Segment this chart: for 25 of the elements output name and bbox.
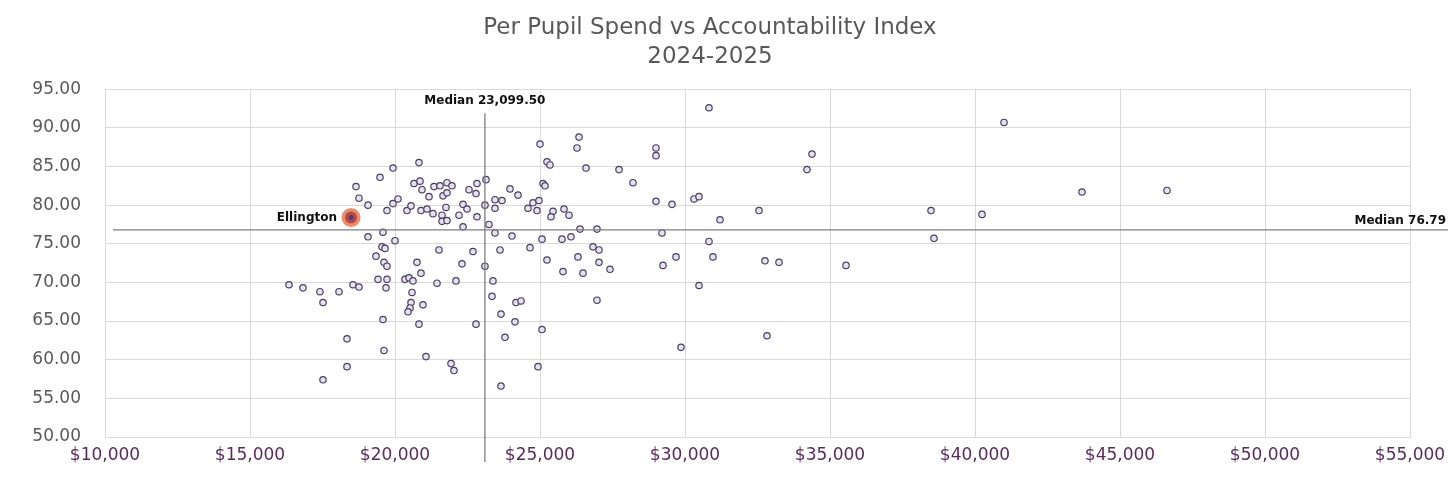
x-tick-label: $15,000 (214, 443, 286, 464)
y-tick-label: 70.00 (32, 270, 81, 291)
y-tick-label: 50.00 (32, 425, 81, 446)
ref-line-label: Median 23,099.50 (424, 93, 546, 108)
y-tick-label: 75.00 (32, 232, 81, 253)
x-tick-label: $45,000 (1084, 443, 1156, 464)
x-tick-label: $55,000 (1374, 443, 1446, 464)
y-tick-label: 85.00 (32, 154, 81, 175)
x-tick-label: $40,000 (939, 443, 1011, 464)
y-tick-label: 90.00 (32, 116, 81, 137)
y-tick-label: 55.00 (32, 386, 81, 407)
y-tick-label: 95.00 (32, 77, 81, 98)
ref-line-label: Median 76.79 (1354, 213, 1446, 228)
chart-subtitle: 2024-2025 (647, 42, 773, 69)
x-tick-label: $35,000 (794, 443, 866, 464)
chart-title: Per Pupil Spend vs Accountability Index (483, 12, 937, 39)
x-tick-label: $20,000 (359, 443, 431, 464)
y-tick-label: 60.00 (32, 348, 81, 369)
x-tick-label: $10,000 (69, 443, 141, 464)
y-tick-label: 65.00 (32, 309, 81, 330)
series-label: Ellington (276, 209, 338, 224)
x-tick-label: $30,000 (649, 443, 721, 464)
x-tick-label: $25,000 (504, 443, 576, 464)
y-tick-label: 80.00 (32, 193, 81, 214)
x-tick-label: $50,000 (1229, 443, 1301, 464)
